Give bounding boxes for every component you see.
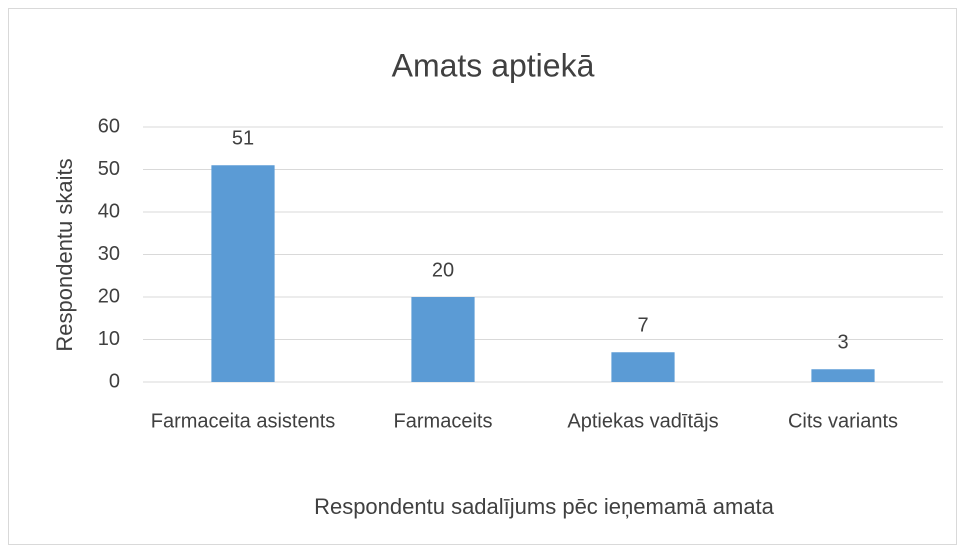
bar <box>211 165 275 382</box>
x-tick-label: Farmaceits <box>394 410 493 432</box>
y-tick-label: 10 <box>98 328 120 350</box>
x-tick-label: Farmaceita asistents <box>151 410 336 432</box>
y-tick-label: 20 <box>98 285 120 307</box>
y-tick-label: 60 <box>98 115 120 137</box>
y-tick-label: 0 <box>109 370 120 392</box>
y-tick-label: 30 <box>98 243 120 265</box>
bar <box>611 352 675 382</box>
y-tick-label: 40 <box>98 200 120 222</box>
data-label: 7 <box>637 315 648 337</box>
x-tick-label: Cits variants <box>788 410 898 432</box>
y-axis-label: Respondentu skaits <box>52 158 77 351</box>
x-tick-label: Aptiekas vadītājs <box>567 410 718 432</box>
bar <box>811 369 875 382</box>
data-label: 3 <box>837 332 848 354</box>
chart-title: Amats aptiekā <box>392 47 595 83</box>
bar <box>411 297 475 382</box>
chart-border <box>8 8 957 545</box>
y-tick-label: 50 <box>98 158 120 180</box>
data-label: 20 <box>432 259 454 281</box>
x-axis-label: Respondentu sadalījums pēc ieņemamā amat… <box>314 494 775 519</box>
data-label: 51 <box>232 128 254 150</box>
